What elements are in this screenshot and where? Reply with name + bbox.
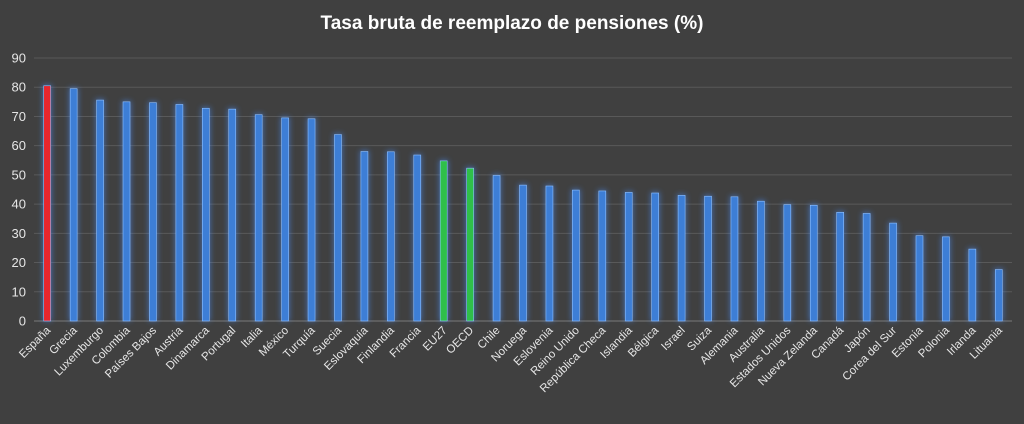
bar-fill bbox=[281, 117, 289, 322]
bar-5 bbox=[148, 101, 158, 322]
x-tick-label: OECD bbox=[444, 325, 476, 357]
x-tick-label: Israel bbox=[659, 325, 687, 353]
y-tick-label: 30 bbox=[12, 226, 26, 241]
bar-fill bbox=[387, 151, 395, 322]
bar-8 bbox=[227, 108, 237, 322]
bar-fill bbox=[704, 195, 712, 322]
y-axis-ticks: 0 10 20 30 40 50 60 70 80 90 bbox=[12, 51, 26, 329]
bar-18 bbox=[492, 174, 502, 322]
bar-fill bbox=[439, 160, 448, 322]
bar-14 bbox=[386, 150, 396, 322]
y-tick-label: 0 bbox=[19, 314, 26, 329]
y-tick-label: 10 bbox=[12, 284, 26, 299]
bar-fill bbox=[69, 88, 78, 322]
bar-fill bbox=[466, 167, 474, 322]
bar-32 bbox=[862, 212, 872, 322]
bar-17 bbox=[465, 167, 475, 322]
bar-10 bbox=[280, 116, 290, 322]
bar-fill bbox=[334, 134, 342, 322]
bar-fill bbox=[492, 175, 501, 322]
bar-16 bbox=[439, 159, 449, 322]
bar-24 bbox=[650, 192, 660, 322]
x-tick-label: España bbox=[17, 324, 53, 360]
bar-1 bbox=[42, 84, 52, 322]
bar-20 bbox=[544, 184, 554, 322]
bar-fill bbox=[572, 189, 580, 322]
bar-fill bbox=[202, 107, 210, 322]
y-tick-label: 90 bbox=[12, 51, 26, 66]
bar-3 bbox=[95, 99, 105, 322]
bar-30 bbox=[809, 204, 819, 322]
bar-fill bbox=[783, 204, 792, 322]
bar-9 bbox=[254, 113, 264, 322]
bar-25 bbox=[677, 194, 687, 322]
bar-fill bbox=[889, 222, 897, 322]
bars bbox=[42, 84, 1004, 322]
bar-28 bbox=[756, 200, 766, 322]
bar-fill bbox=[757, 200, 765, 322]
x-tick-label: Bélgica bbox=[626, 324, 662, 360]
bar-22 bbox=[597, 189, 607, 322]
bar-fill bbox=[545, 185, 554, 322]
bar-12 bbox=[333, 133, 343, 322]
y-tick-label: 20 bbox=[12, 255, 26, 270]
y-tick-label: 50 bbox=[12, 167, 26, 182]
bar-fill bbox=[149, 102, 157, 322]
bar-fill bbox=[122, 101, 131, 322]
bar-fill bbox=[651, 192, 659, 322]
y-tick-label: 80 bbox=[12, 80, 26, 95]
bar-fill bbox=[254, 114, 263, 322]
bar-26 bbox=[703, 195, 713, 322]
y-tick-label: 60 bbox=[12, 138, 26, 153]
bar-35 bbox=[941, 235, 951, 322]
bar-fill bbox=[307, 118, 316, 322]
bar-fill bbox=[968, 248, 977, 322]
bar-fill bbox=[175, 104, 184, 322]
bar-6 bbox=[174, 103, 184, 322]
bar-fill bbox=[730, 196, 739, 322]
bar-33 bbox=[888, 222, 898, 322]
bar-fill bbox=[43, 85, 52, 322]
bar-13 bbox=[359, 150, 369, 322]
bar-31 bbox=[835, 211, 845, 322]
bar-37 bbox=[994, 268, 1004, 322]
bar-34 bbox=[914, 234, 924, 322]
bar-fill bbox=[836, 211, 844, 322]
bar-fill bbox=[360, 151, 369, 322]
bar-fill bbox=[228, 108, 237, 322]
bar-23 bbox=[624, 191, 634, 322]
bar-11 bbox=[307, 117, 317, 322]
bar-fill bbox=[942, 236, 950, 322]
bar-fill bbox=[96, 99, 104, 322]
bar-fill bbox=[413, 154, 422, 322]
bar-fill bbox=[862, 213, 871, 322]
bar-fill bbox=[915, 235, 924, 322]
bar-29 bbox=[782, 203, 792, 322]
bar-fill bbox=[624, 192, 633, 322]
bar-4 bbox=[122, 100, 132, 322]
bar-36 bbox=[967, 248, 977, 322]
bar-27 bbox=[729, 195, 739, 322]
bar-fill bbox=[598, 190, 607, 322]
bar-21 bbox=[571, 189, 581, 322]
bar-19 bbox=[518, 184, 528, 322]
bar-fill bbox=[809, 204, 818, 322]
bar-15 bbox=[412, 154, 422, 322]
bar-fill bbox=[677, 195, 686, 322]
bar-7 bbox=[201, 107, 211, 322]
bar-fill bbox=[994, 269, 1003, 322]
y-tick-label: 70 bbox=[12, 109, 26, 124]
y-tick-label: 40 bbox=[12, 197, 26, 212]
bar-2 bbox=[69, 87, 79, 322]
chart-title: Tasa bruta de reemplazo de pensiones (%) bbox=[321, 13, 704, 34]
bar-fill bbox=[519, 184, 527, 322]
